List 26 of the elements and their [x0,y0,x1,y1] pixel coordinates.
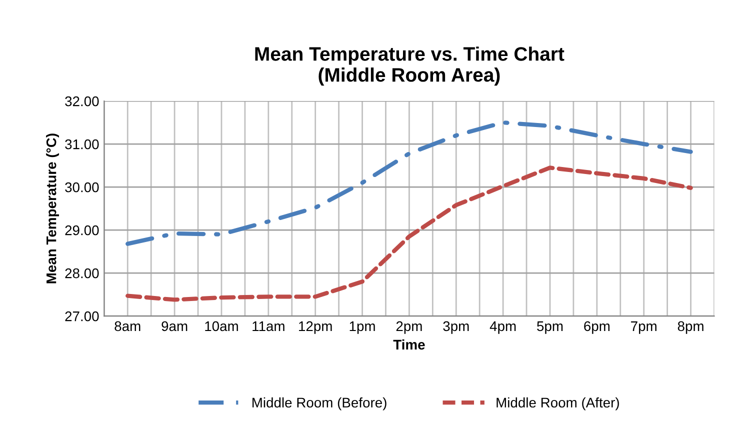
x-tick-label: 4pm [490,321,516,334]
x-tick-label: 8am [114,321,140,332]
x-axis-title: Time [393,339,425,350]
y-tick-label: 27.00 [65,311,99,322]
x-tick-label: 8pm [678,321,704,334]
y-tick-label: 30.00 [65,182,99,192]
legend-label: Middle Room (Before) [252,397,386,410]
chart-title: Mean Temperature vs. Time Chart (Middle Room Area) [255,46,564,86]
legend-label: Middle Room (After) [496,397,619,410]
x-tick-label: 10am [205,321,238,332]
y-axis-title: Mean Temperature (°C) [46,134,59,284]
x-tick-label: 2pm [396,321,422,334]
x-tick-label: 9am [162,321,188,332]
y-tick-label: 31.00 [65,139,99,150]
line-series [126,166,693,302]
x-tick-label: 7pm [631,321,656,334]
x-tick-label: 1pm [350,321,375,334]
line-series [126,120,693,246]
x-tick-label: 3pm [443,321,469,334]
y-tick-label: 29.00 [65,225,99,236]
x-tick-label: 12pm [299,321,332,334]
y-tick-label: 28.00 [65,268,99,278]
x-tick-label: 5pm [537,321,563,334]
x-tick-label: 6pm [584,321,610,334]
y-tick-label: 32.00 [65,96,99,106]
x-tick-label: 11am [252,321,284,332]
